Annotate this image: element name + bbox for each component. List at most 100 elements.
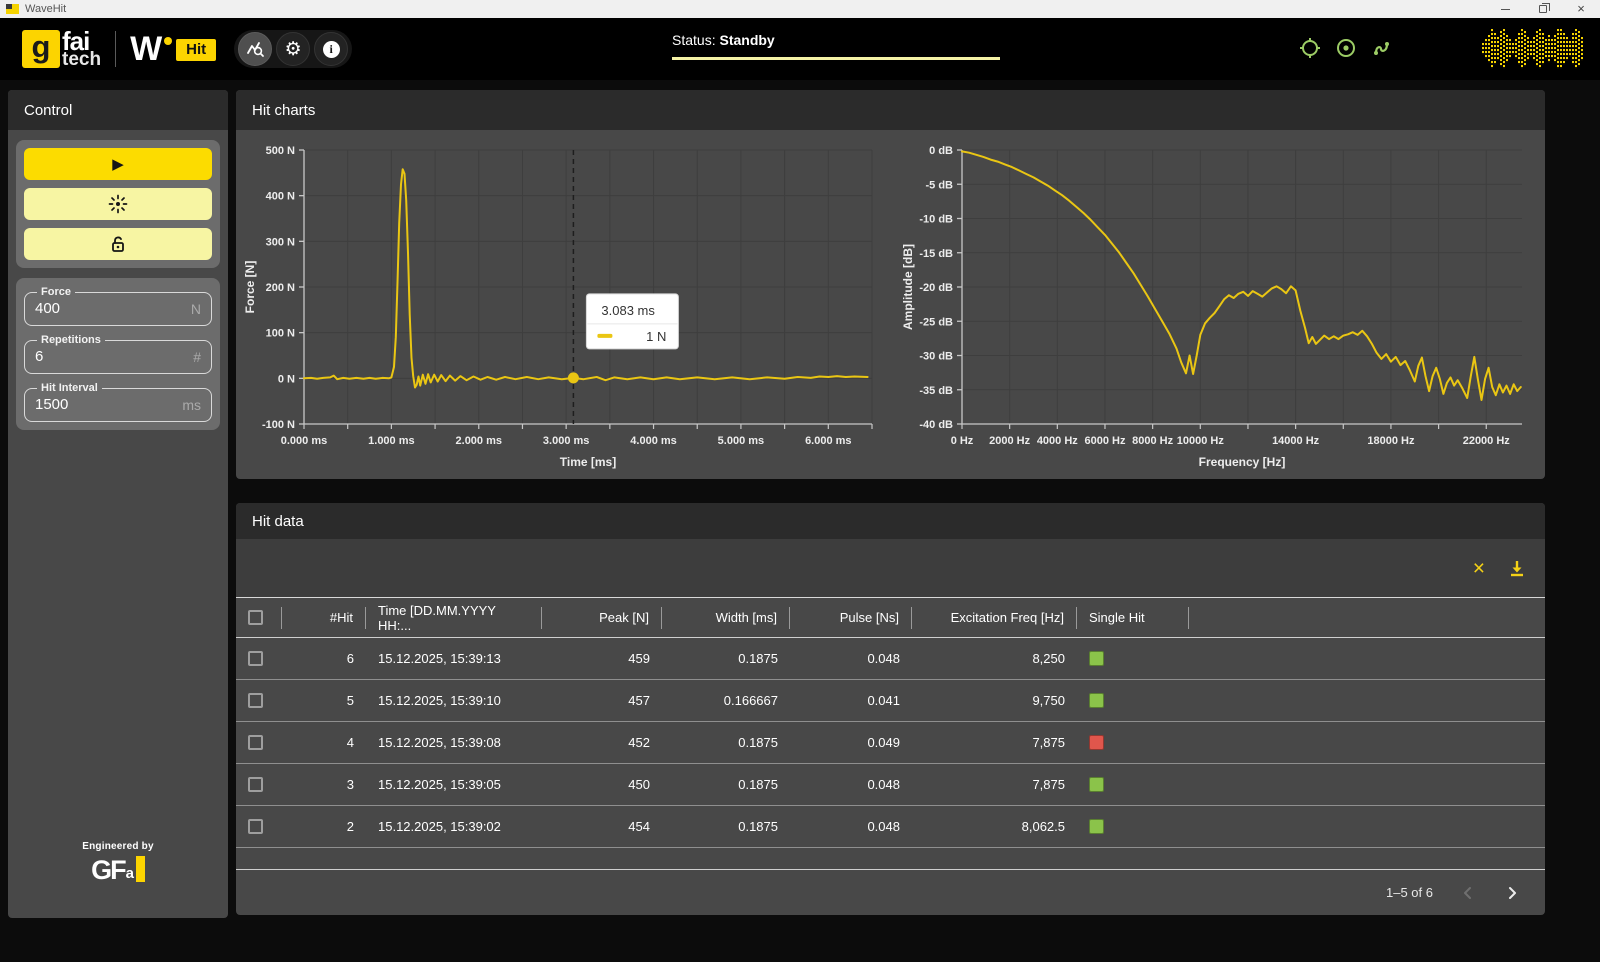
row-checkbox[interactable] [248, 735, 263, 750]
col-pulse[interactable]: Pulse [Ns] [790, 606, 912, 629]
table-cell: 0.048 [867, 777, 900, 792]
svg-text:1 N: 1 N [646, 329, 666, 344]
table-row[interactable]: 6 15.12.2025, 15:39:13 459 0.1875 0.048 8,250 [236, 638, 1545, 680]
table-header-row: #Hit Time [DD.MM.YYYY HH:... Peak [N] Wi… [236, 598, 1545, 638]
gfai-footer-ibar [135, 855, 145, 882]
play-icon: ▶ [112, 156, 124, 173]
settings-button[interactable]: ⚙ [276, 32, 311, 66]
download-button[interactable] [1507, 558, 1527, 578]
svg-text:-5 dB: -5 dB [926, 179, 954, 191]
table-body: 6 15.12.2025, 15:39:13 459 0.1875 0.048 8,250… [236, 638, 1545, 848]
window-titlebar: WaveHit × [0, 0, 1600, 18]
table-cell: 4 [346, 735, 354, 750]
laser-point-button[interactable] [24, 188, 212, 220]
svg-text:300 N: 300 N [266, 236, 295, 248]
wavehit-logo: W Hit [130, 29, 217, 68]
table-row[interactable]: 2 15.12.2025, 15:39:02 454 0.1875 0.048 8,062… [236, 806, 1545, 848]
svg-text:0 dB: 0 dB [929, 145, 953, 157]
table-cell: 0.041 [867, 693, 900, 708]
pagination-label: 1–5 of 6 [1386, 885, 1433, 900]
row-checkbox[interactable] [248, 651, 263, 666]
app-header: g fai tech W Hit ⚙ i Status: Standby [0, 18, 1600, 80]
hit-interval-input[interactable] [35, 396, 155, 413]
play-button[interactable]: ▶ [24, 148, 212, 180]
svg-text:2.000 ms: 2.000 ms [456, 435, 502, 447]
waveform-bar [1512, 43, 1514, 55]
svg-text:22000 Hz: 22000 Hz [1463, 435, 1511, 447]
clear-selection-button[interactable]: × [1473, 558, 1485, 579]
hit-interval-field: Hit Interval ms [24, 382, 212, 422]
waveform-bar [1494, 33, 1496, 65]
gfai-logo-fai: fai [62, 26, 90, 56]
force-field: Force N [24, 286, 212, 326]
table-cell: 0.1875 [738, 651, 778, 666]
download-icon [1511, 561, 1523, 577]
svg-text:-30 dB: -30 dB [919, 351, 953, 363]
waveform-bar [1500, 31, 1502, 67]
table-row[interactable]: 5 15.12.2025, 15:39:10 457 0.166667 0.041 9,7… [236, 680, 1545, 722]
waveform-bar [1581, 37, 1583, 61]
waveform-bar [1506, 35, 1508, 63]
col-excitation-freq[interactable]: Excitation Freq [Hz] [912, 606, 1077, 629]
table-cell: 0.048 [867, 819, 900, 834]
wavehit-logo-dot [164, 37, 173, 46]
waveform-bar [1563, 33, 1565, 65]
select-all-checkbox[interactable] [248, 610, 263, 625]
waveform-bar [1575, 29, 1577, 69]
control-panel: Control ▶ Force [8, 90, 228, 918]
force-input[interactable] [35, 300, 155, 317]
close-button[interactable]: × [1562, 0, 1600, 18]
unlock-button[interactable] [24, 228, 212, 260]
svg-text:3.083 ms: 3.083 ms [601, 303, 655, 318]
svg-text:18000 Hz: 18000 Hz [1367, 435, 1415, 447]
row-checkbox[interactable] [248, 819, 263, 834]
table-cell: 6 [346, 651, 354, 666]
table-toolbar: × [236, 539, 1545, 598]
control-buttons-card: ▶ [16, 140, 220, 268]
app-icon [6, 4, 19, 14]
waveform-bar [1491, 29, 1493, 69]
wavehit-logo-w: W [130, 29, 163, 68]
brand-divider [115, 31, 117, 67]
svg-text:400 N: 400 N [266, 191, 295, 203]
hit-data-title: Hit data [236, 503, 1545, 539]
svg-text:2000 Hz: 2000 Hz [989, 435, 1030, 447]
col-hit[interactable]: #Hit [282, 606, 366, 629]
unlock-icon [112, 236, 124, 252]
svg-text:Amplitude [dB]: Amplitude [dB] [901, 244, 915, 330]
frequency-response-chart[interactable]: -40 dB -35 dB -30 dB -25 dB -20 dB -15 dB -10 … [898, 134, 1530, 474]
prev-page-button[interactable] [1459, 884, 1477, 902]
svg-text:0 Hz: 0 Hz [951, 435, 974, 447]
table-row[interactable]: 3 15.12.2025, 15:39:05 450 0.1875 0.048 7,875 [236, 764, 1545, 806]
force-time-chart[interactable]: -100 N 0 N 100 N 200 N 300 N 400 N 500 N 0.000 … [240, 134, 880, 474]
info-button[interactable]: i [314, 32, 349, 66]
table-cell: 7,875 [1032, 777, 1065, 792]
row-checkbox[interactable] [248, 693, 263, 708]
svg-text:-15 dB: -15 dB [919, 248, 953, 260]
chart-analysis-button[interactable] [238, 32, 273, 66]
minimize-button[interactable] [1486, 0, 1524, 18]
laser-point-icon [108, 194, 128, 214]
waveform-bar [1566, 37, 1568, 61]
svg-text:6000 Hz: 6000 Hz [1084, 435, 1125, 447]
clear-x-icon: × [1472, 556, 1485, 580]
svg-text:4.000 ms: 4.000 ms [630, 435, 676, 447]
next-page-button[interactable] [1503, 884, 1521, 902]
wavehit-logo-hit: Hit [176, 39, 217, 62]
svg-text:200 N: 200 N [266, 282, 295, 294]
waveform-bar [1536, 31, 1538, 67]
col-single-hit[interactable]: Single Hit [1077, 606, 1189, 629]
waveform-bar [1530, 41, 1532, 57]
svg-text:100 N: 100 N [266, 328, 295, 340]
col-time[interactable]: Time [DD.MM.YYYY HH:... [366, 603, 542, 633]
row-checkbox[interactable] [248, 777, 263, 792]
waveform-bar [1497, 37, 1499, 61]
col-width[interactable]: Width [ms] [662, 606, 790, 629]
table-row[interactable]: 4 15.12.2025, 15:39:08 452 0.1875 0.049 7,875 [236, 722, 1545, 764]
single-hit-indicator [1089, 735, 1104, 750]
repetitions-input[interactable] [35, 348, 155, 365]
maximize-button[interactable] [1524, 0, 1562, 18]
svg-text:0.000 ms: 0.000 ms [281, 435, 327, 447]
col-peak[interactable]: Peak [N] [542, 606, 662, 629]
status-area: Status: Standby [672, 32, 1002, 60]
